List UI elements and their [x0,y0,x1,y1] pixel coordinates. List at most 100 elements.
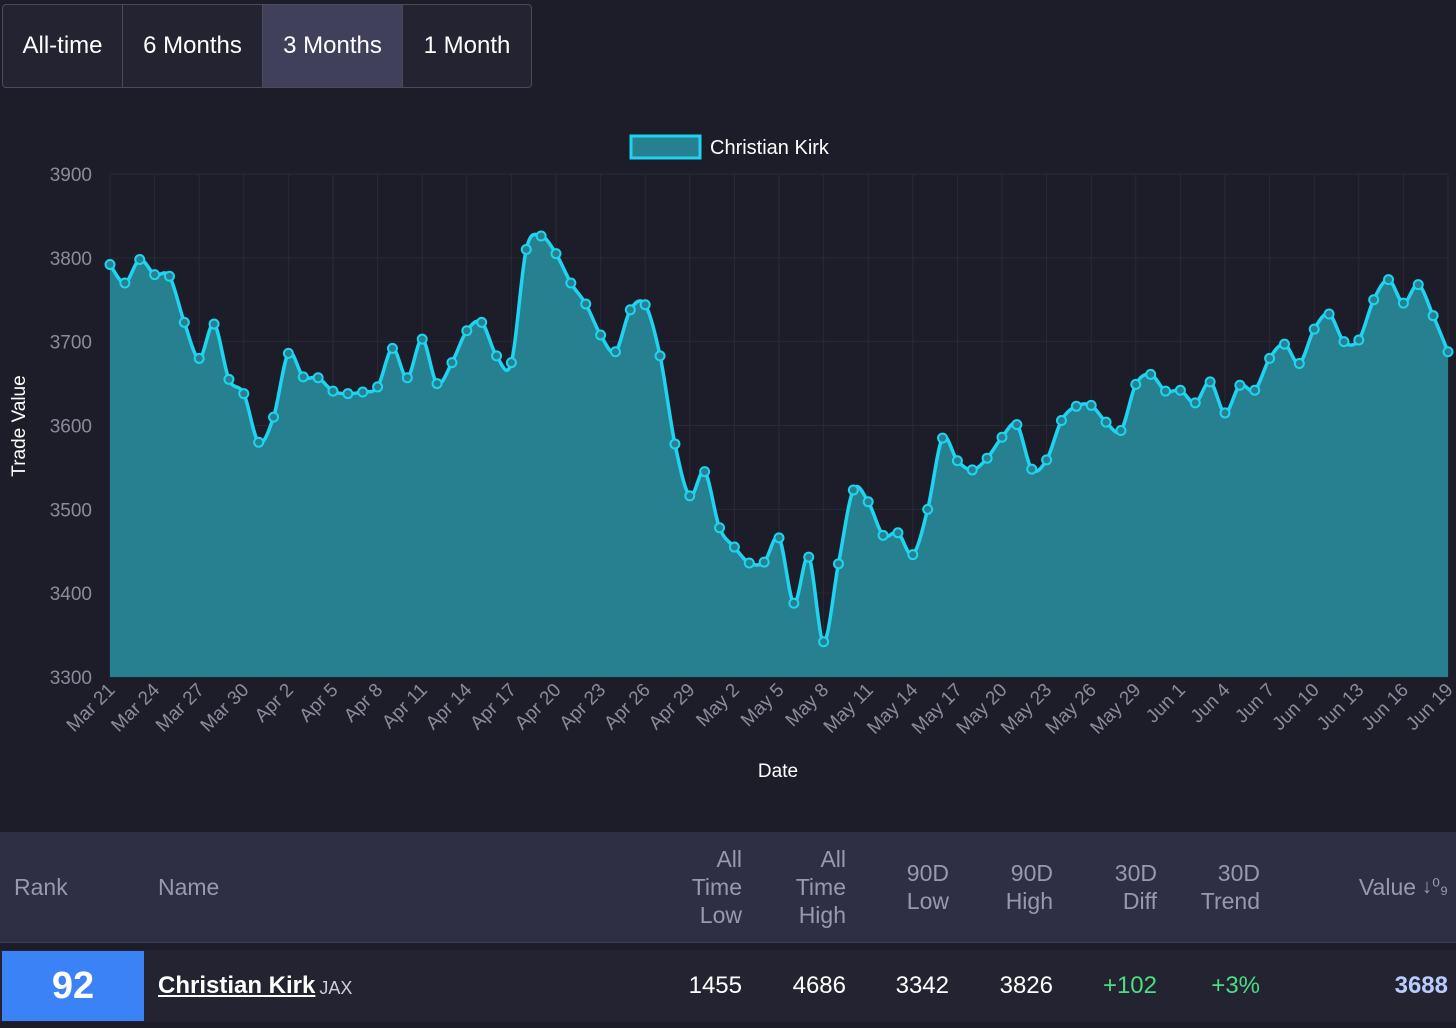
data-point[interactable] [282,347,294,359]
data-point[interactable] [505,357,517,369]
tab-all-time[interactable]: All-time [3,5,123,87]
data-point[interactable] [1293,357,1305,369]
data-point[interactable] [1264,352,1276,364]
data-point[interactable] [951,455,963,467]
data-point[interactable] [1145,368,1157,380]
data-point[interactable] [565,277,577,289]
tab-6-months[interactable]: 6 Months [123,5,263,87]
data-point[interactable] [476,316,488,328]
data-point[interactable] [1055,414,1067,426]
data-point[interactable] [550,248,562,260]
data-point[interactable] [178,316,190,328]
data-point[interactable] [520,243,532,255]
data-point[interactable] [357,386,369,398]
data-point[interactable] [1338,336,1350,348]
header-30d-trend[interactable]: 30D Trend [1200,860,1260,914]
data-point[interactable] [818,636,830,648]
data-point[interactable] [446,357,458,369]
data-point[interactable] [163,270,175,282]
data-point[interactable] [208,318,220,330]
data-point[interactable] [714,522,726,534]
data-point[interactable] [1219,407,1231,419]
data-point[interactable] [1189,397,1201,409]
data-point[interactable] [1160,385,1172,397]
chart-legend[interactable]: Christian Kirk [629,134,830,160]
data-point[interactable] [743,557,755,569]
data-point[interactable] [431,378,443,390]
data-point[interactable] [1427,310,1439,322]
data-point[interactable] [773,532,785,544]
header-all-time-high[interactable]: All Time High [795,846,846,928]
data-point[interactable] [595,329,607,341]
data-point[interactable] [1397,297,1409,309]
data-point[interactable] [342,388,354,400]
header-all-time-low[interactable]: All Time Low [691,846,742,928]
data-point[interactable] [654,350,666,362]
data-point[interactable] [1353,334,1365,346]
data-point[interactable] [253,436,265,448]
data-point[interactable] [297,371,309,383]
data-point[interactable] [461,325,473,337]
data-point[interactable] [669,438,681,450]
data-point[interactable] [119,277,131,289]
tab-1-month[interactable]: 1 Month [423,32,511,59]
data-point[interactable] [1383,274,1395,286]
data-point[interactable] [372,381,384,393]
data-point[interactable] [312,372,324,384]
data-point[interactable] [996,431,1008,443]
data-point[interactable] [922,503,934,515]
data-point[interactable] [966,464,978,476]
data-point[interactable] [580,298,592,310]
data-point[interactable] [1041,454,1053,466]
data-point[interactable] [877,529,889,541]
data-point[interactable] [268,411,280,423]
data-point[interactable] [937,432,949,444]
data-point[interactable] [193,352,205,364]
data-point[interactable] [892,527,904,539]
data-point[interactable] [803,551,815,563]
data-point[interactable] [1100,416,1112,428]
data-point[interactable] [416,333,428,345]
data-point[interactable] [1026,463,1038,475]
data-point[interactable] [491,350,503,362]
data-point[interactable] [223,373,235,385]
data-point[interactable] [1323,308,1335,320]
data-point[interactable] [401,372,413,384]
tab-3-months[interactable]: 3 Months [263,5,403,87]
data-point[interactable] [104,259,116,271]
data-point[interactable] [624,304,636,316]
data-point[interactable] [386,342,398,354]
data-point[interactable] [1278,338,1290,350]
data-point[interactable] [1115,425,1127,437]
header-90d-high[interactable]: 90D High [1005,860,1053,914]
header-name[interactable]: Name [158,874,220,900]
data-point[interactable] [862,496,874,508]
data-point[interactable] [699,466,711,478]
data-point[interactable] [1442,346,1454,358]
player-name-link[interactable]: Christian Kirk [158,972,316,999]
data-point[interactable] [981,452,993,464]
header-value[interactable]: Value ↓⁰₉ [1358,874,1448,900]
data-point[interactable] [1234,379,1246,391]
data-point[interactable] [1070,400,1082,412]
data-point[interactable] [238,388,250,400]
data-point[interactable] [1308,323,1320,335]
data-point[interactable] [149,269,161,281]
data-point[interactable] [609,346,621,358]
data-point[interactable] [907,549,919,561]
data-point[interactable] [134,254,146,266]
data-point[interactable] [1011,419,1023,431]
data-point[interactable] [728,541,740,553]
data-point[interactable] [1368,294,1380,306]
data-point[interactable] [1412,279,1424,291]
data-point[interactable] [639,299,651,311]
data-point[interactable] [1249,384,1261,396]
data-point[interactable] [832,558,844,570]
data-point[interactable] [327,385,339,397]
header-90d-low[interactable]: 90D Low [906,860,949,914]
header-30d-diff[interactable]: 30D Diff [1114,860,1157,914]
data-point[interactable] [535,230,547,242]
data-point[interactable] [1204,376,1216,388]
table-row[interactable]: 92 Christian Kirk JAX 1455 4686 3342 382… [0,950,1456,1022]
data-point[interactable] [1130,378,1142,390]
